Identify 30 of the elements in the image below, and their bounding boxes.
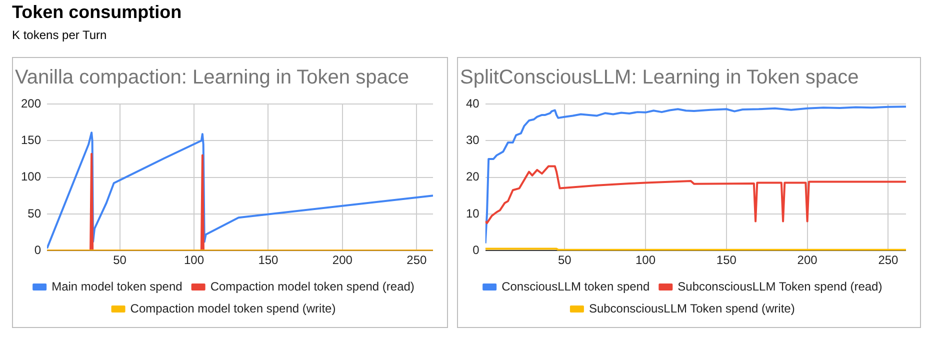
x-tick-label: 50 <box>113 253 127 268</box>
legend-label: Main model token spend <box>52 279 182 294</box>
legend-label: Compaction model token spend (read) <box>210 279 414 294</box>
y-tick-label: 0 <box>472 242 480 257</box>
y-tick-label: 200 <box>20 96 42 110</box>
chart-title: Vanilla compaction: Learning in Token space <box>15 66 409 89</box>
x-tick-label: 150 <box>258 253 279 268</box>
x-tick-label: 100 <box>184 253 204 268</box>
x-tick-label: 150 <box>716 253 737 268</box>
y-tick-label: 100 <box>20 170 42 184</box>
y-tick-label: 40 <box>466 96 480 110</box>
y-tick-label: 50 <box>28 206 42 220</box>
chart-title: SplitConsciousLLM: Learning in Token space <box>460 66 859 89</box>
y-tick-label: 0 <box>34 242 42 257</box>
x-tick-label: 200 <box>797 253 818 268</box>
legend-label: ConsciousLLM token spend <box>502 279 650 294</box>
x-tick-label: 100 <box>636 253 656 268</box>
y-tick-label: 30 <box>466 132 480 147</box>
x-tick-label: 250 <box>406 253 427 268</box>
y-tick-label: 20 <box>466 170 480 184</box>
text: K tokens per Turn <box>12 28 108 42</box>
text: Token consumption <box>12 2 182 23</box>
x-tick-label: 50 <box>558 253 572 268</box>
y-tick-label: 10 <box>466 206 480 220</box>
y-tick-label: 150 <box>20 132 42 147</box>
legend-label: SubconsciousLLM Token spend (read) <box>678 279 882 294</box>
legend-label: SubconsciousLLM Token spend (write) <box>588 301 795 316</box>
x-tick-label: 250 <box>878 253 899 268</box>
legend-label: Compaction model token spend (write) <box>130 301 336 316</box>
x-tick-label: 200 <box>332 253 353 268</box>
